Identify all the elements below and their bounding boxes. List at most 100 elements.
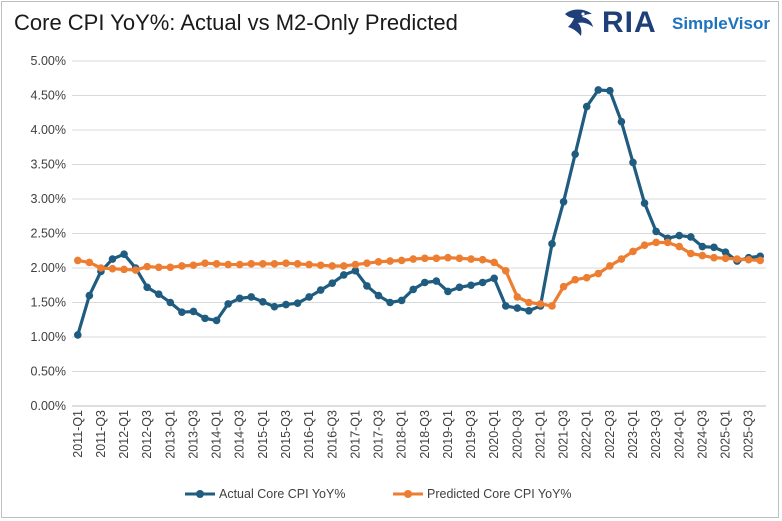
data-point	[467, 255, 475, 263]
data-point	[409, 255, 418, 263]
series-predicted	[73, 238, 765, 310]
data-point	[224, 300, 232, 308]
logo-brand-text: RIA	[602, 6, 657, 39]
data-point	[235, 260, 244, 269]
data-point	[374, 291, 383, 300]
x-tick-label: 2018-Q3	[418, 410, 432, 459]
data-point	[316, 286, 325, 294]
data-point	[328, 262, 337, 270]
x-tick-label: 2024-Q3	[695, 410, 709, 459]
legend-label: Actual Core CPI YoY%	[219, 487, 345, 501]
data-point	[305, 260, 313, 269]
data-point	[432, 277, 441, 285]
data-point	[178, 262, 186, 270]
data-point	[247, 260, 256, 268]
x-tick-label: 2022-Q1	[580, 410, 594, 459]
data-point	[559, 197, 568, 206]
data-point	[721, 254, 730, 263]
data-point	[606, 262, 614, 270]
data-point	[293, 299, 302, 307]
data-point	[571, 150, 579, 158]
data-point	[432, 254, 441, 263]
data-point	[525, 306, 533, 315]
data-point	[652, 227, 660, 236]
data-point	[548, 302, 556, 310]
data-point	[212, 316, 221, 325]
x-tick-label: 2021-Q1	[533, 410, 547, 459]
x-tick-label: 2020-Q1	[487, 410, 501, 459]
data-point	[571, 275, 579, 284]
data-point	[698, 242, 707, 251]
data-point	[340, 271, 348, 279]
legend-item: Predicted Core CPI YoY%	[393, 487, 572, 501]
x-tick-label: 2011-Q3	[94, 410, 108, 458]
x-tick-label: 2017-Q3	[372, 410, 386, 459]
data-point	[640, 199, 649, 207]
data-point	[687, 249, 695, 258]
data-point	[444, 253, 452, 262]
legend-swatch-marker	[196, 490, 204, 498]
x-tick-label: 2019-Q3	[464, 410, 478, 459]
data-point	[85, 258, 94, 267]
data-point	[594, 86, 603, 94]
series-line	[76, 88, 761, 336]
y-tick-label: 3.50%	[31, 158, 66, 172]
data-point	[490, 274, 498, 283]
data-point	[224, 260, 232, 269]
data-point	[328, 279, 337, 287]
y-tick-label: 1.50%	[31, 296, 66, 310]
y-tick-label: 2.50%	[31, 227, 66, 241]
y-tick-label: 5.00%	[31, 54, 66, 68]
data-point	[397, 256, 406, 265]
data-point	[178, 308, 186, 316]
data-point	[351, 260, 360, 269]
data-point	[525, 298, 533, 307]
data-point	[501, 302, 510, 310]
data-point	[640, 241, 649, 250]
data-point	[120, 265, 128, 274]
data-point	[201, 314, 209, 323]
eagle-head-icon	[565, 9, 593, 36]
data-point	[675, 231, 684, 240]
x-tick-label: 2012-Q1	[117, 410, 131, 459]
data-point	[629, 158, 637, 167]
data-point	[259, 260, 267, 268]
data-point	[652, 238, 660, 247]
data-point	[282, 259, 290, 267]
data-point	[189, 261, 198, 270]
data-point	[120, 250, 128, 258]
x-tick-label: 2015-Q1	[256, 410, 270, 459]
y-tick-label: 0.50%	[31, 365, 66, 379]
data-point	[143, 262, 151, 271]
data-point	[166, 263, 175, 272]
x-tick-label: 2013-Q3	[186, 410, 200, 459]
data-point	[420, 278, 429, 287]
data-point	[305, 293, 313, 301]
data-point	[154, 263, 163, 272]
data-point	[316, 261, 325, 270]
y-tick-label: 4.50%	[31, 89, 66, 103]
x-tick-label: 2015-Q3	[279, 410, 293, 459]
x-tick-label: 2014-Q1	[210, 410, 224, 459]
data-point	[513, 304, 522, 312]
data-point	[617, 255, 626, 263]
data-point	[582, 273, 591, 282]
data-point	[606, 86, 614, 95]
series-line	[77, 240, 761, 308]
data-point	[536, 300, 545, 308]
data-point	[282, 300, 290, 309]
x-tick-label: 2012-Q3	[140, 410, 154, 459]
legend: Actual Core CPI YoY% Predicted Core CPI Y…	[185, 487, 572, 501]
data-point	[744, 255, 753, 264]
x-tick-label: 2021-Q3	[557, 410, 571, 459]
data-point	[85, 291, 94, 300]
data-point	[467, 281, 475, 290]
data-point	[501, 266, 510, 275]
data-point	[756, 256, 765, 265]
data-point	[154, 290, 163, 299]
data-point	[166, 298, 175, 307]
data-point	[478, 255, 487, 264]
data-point	[721, 248, 730, 256]
series-actual	[73, 86, 765, 339]
